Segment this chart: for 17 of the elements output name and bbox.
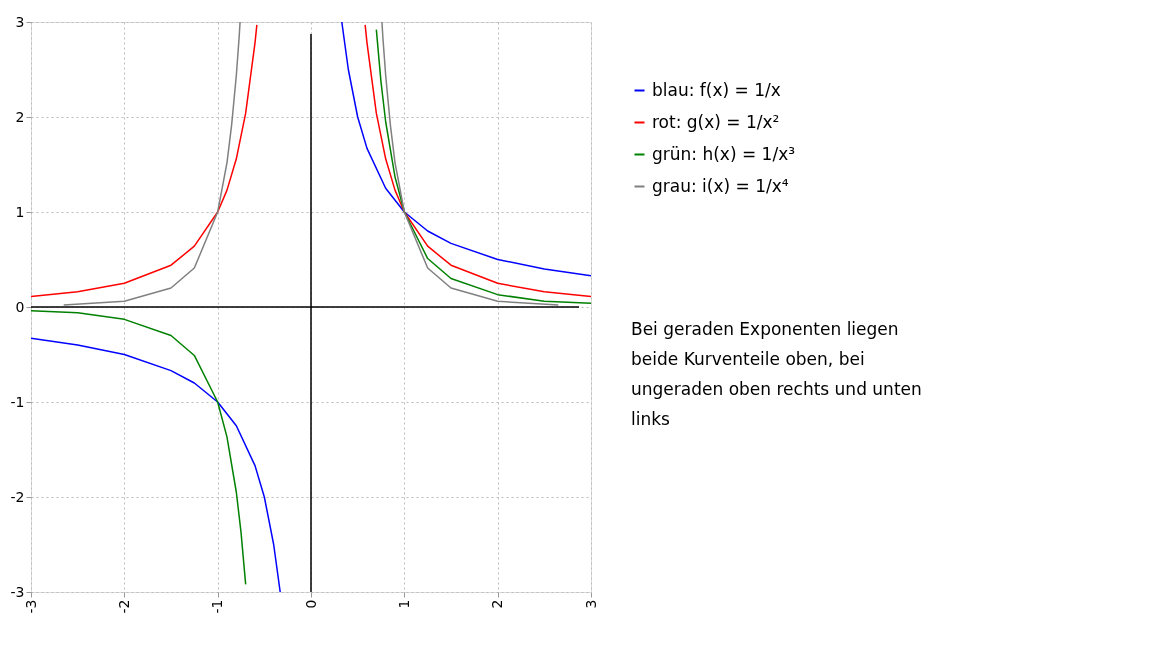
y-tick-label: 1 xyxy=(15,203,25,220)
y-tick-label: 2 xyxy=(15,108,25,125)
legend-label: grün: h(x) = 1/x³ xyxy=(652,143,796,164)
y-tick-label: 0 xyxy=(15,298,25,315)
x-tick-label: 0 xyxy=(302,599,319,609)
x-tick-label: 2 xyxy=(489,599,506,609)
legend-label: blau: f(x) = 1/x xyxy=(652,79,781,100)
x-tick-label: 3 xyxy=(582,599,599,609)
x-tick-label: -1 xyxy=(209,599,226,614)
y-tick-label: -2 xyxy=(10,488,25,505)
legend-label: rot: g(x) = 1/x² xyxy=(652,111,780,132)
y-tick-label: -1 xyxy=(10,393,25,410)
text: Bei geraden Exponenten liegen beide Kurventeile oben, bei ungeraden oben rechts und unten links xyxy=(631,319,922,429)
x-tick-label: -2 xyxy=(115,599,132,614)
legend-label: grau: i(x) = 1/x⁴ xyxy=(652,175,789,196)
y-tick-label: 3 xyxy=(15,13,25,30)
x-tick-label: 1 xyxy=(395,599,412,609)
